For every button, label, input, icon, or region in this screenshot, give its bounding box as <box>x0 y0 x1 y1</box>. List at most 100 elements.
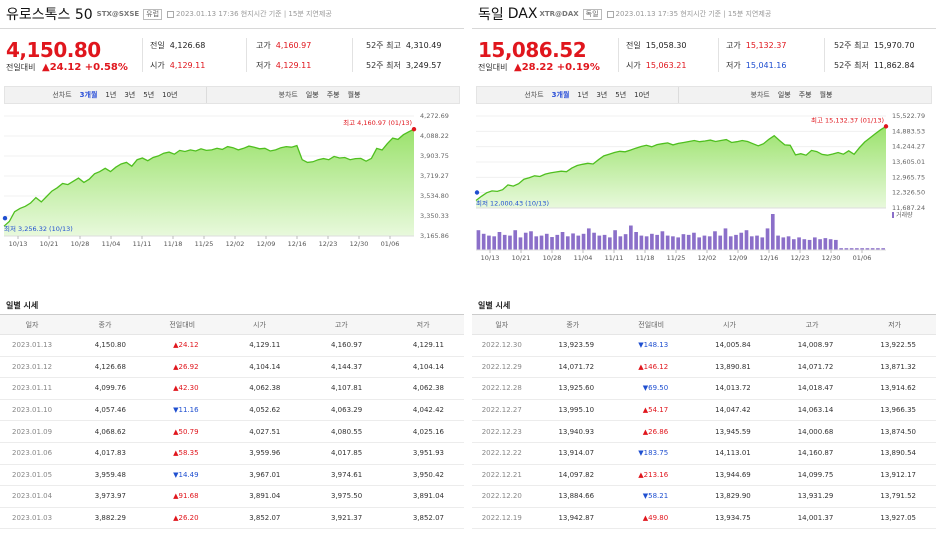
table-cell: 14,005.84 <box>688 334 771 357</box>
weekly-candle-button[interactable]: 주봉 <box>798 91 812 99</box>
column-header: 종가 <box>64 314 146 335</box>
volume-bar <box>818 239 822 250</box>
table-cell: 13,890.54 <box>853 442 936 465</box>
table-row: 2022.12.27 13,995.10 ▲54.17 14,047.42 14,063… <box>472 399 936 422</box>
range-1y-button[interactable]: 1년 <box>577 91 589 99</box>
table-body: 2022.12.30 13,923.59 ▼148.13 14,005.84 14,00… <box>472 334 936 536</box>
stat-label: 52주 최고 <box>834 41 869 50</box>
range-5y-button[interactable]: 5년 <box>615 91 627 99</box>
index-header: 유로스톡스 50 STX@SXSE 유럽 2023.01.13 17:36 현지… <box>6 4 332 24</box>
stat-label: 52주 최저 <box>366 61 401 70</box>
table-header-row: 일자 종가 전일대비 시가 고가 저가 <box>472 314 936 335</box>
y-tick-label: 14,244.27 <box>892 143 925 151</box>
volume-bar <box>713 231 717 250</box>
stat-divider <box>246 38 247 72</box>
table-row: 2022.12.30 13,923.59 ▼148.13 14,005.84 14,00… <box>472 334 936 357</box>
table-cell: 3,852.07 <box>382 507 464 530</box>
table-cell: 14,001.37 <box>770 507 854 530</box>
volume-bar <box>749 236 754 250</box>
min-label: 최저 3,256.32 (10/13) <box>4 224 73 233</box>
table-cell: 13,914.07 <box>531 442 615 465</box>
timestamp-meta: 2023.01.13 17:36 현지시간 기준 | 15분 지연제공 <box>176 10 332 18</box>
table-row: 2022.12.21 14,097.82 ▲213.16 13,944.69 14,09… <box>472 464 936 487</box>
x-tick-label: 01/06 <box>381 240 400 248</box>
range-10y-button[interactable]: 10년 <box>634 91 650 99</box>
volume-bar <box>487 235 491 250</box>
volume-bar <box>702 235 707 250</box>
max-label: 최고 4,160.97 (01/13) <box>343 118 412 127</box>
range-5y-button[interactable]: 5년 <box>143 91 155 99</box>
table-cell: 2022.12.22 <box>472 442 532 465</box>
table-cell: 2022.12.16 <box>472 528 532 536</box>
table-cell: ▲54.17 <box>614 399 689 422</box>
range-3m-button[interactable]: 3개월 <box>551 91 570 99</box>
table-cell: 14,011.26 <box>770 528 854 536</box>
stat-label: 시가 <box>150 61 165 70</box>
range-10y-button[interactable]: 10년 <box>162 91 178 99</box>
price-line <box>475 125 887 202</box>
stat-divider <box>718 38 719 72</box>
stat-divider <box>618 38 619 72</box>
range-3m-button[interactable]: 3개월 <box>79 91 98 99</box>
column-header: 시가 <box>688 314 771 335</box>
stat-value: 11,862.84 <box>873 61 915 70</box>
table-row: 2022.12.20 13,884.66 ▼58.21 13,829.90 13,931… <box>472 485 936 508</box>
volume-bar <box>650 233 654 250</box>
min-marker <box>2 216 8 221</box>
daily-candle-button[interactable]: 일봉 <box>777 91 791 99</box>
stat-divider <box>352 38 353 72</box>
range-3y-button[interactable]: 3년 <box>596 91 608 99</box>
candle-chart-controls: 봉차트 일봉 주봉 월봉 <box>679 87 932 103</box>
change-value: ▲24.12 +0.58% <box>42 62 128 73</box>
table-cell: 4,017.83 <box>64 442 146 465</box>
volume-bar <box>602 234 607 250</box>
stat-open: 시가 4,129.11 <box>150 60 205 71</box>
volume-bar <box>534 236 539 250</box>
volume-bar <box>571 233 575 250</box>
range-3y-button[interactable]: 3년 <box>124 91 136 99</box>
range-1y-button[interactable]: 1년 <box>105 91 117 99</box>
stat-value: 15,041.16 <box>745 61 787 70</box>
x-tick-label: 11/18 <box>164 240 183 248</box>
x-tick-label: 10/13 <box>9 240 28 248</box>
table-row: 2023.01.13 4,150.80 ▲24.12 4,129.11 4,160.97… <box>0 334 464 357</box>
stat-label: 전일 <box>626 41 641 50</box>
table-cell: 3,950.42 <box>382 464 464 487</box>
y-tick-label: 15,522.79 <box>892 112 925 120</box>
table-cell: ▲58.35 <box>145 442 219 465</box>
daily-quotes-table: 일자 종가 전일대비 시가 고가 저가 2023.01.13 4,150.80 ▲24.12 4… <box>0 314 464 536</box>
y-tick-label: 12,965.75 <box>892 173 925 181</box>
x-tick-label: 11/11 <box>133 240 152 248</box>
table-cell: 3,802.51 <box>218 528 301 536</box>
column-header: 일자 <box>0 314 65 335</box>
table-cell: ▲26.92 <box>145 356 219 379</box>
table-cell: 3,891.04 <box>218 485 301 508</box>
table-cell: 3,852.07 <box>218 507 301 530</box>
volume-bar <box>639 235 644 250</box>
table-row: 2023.01.05 3,959.48 ▼14.49 3,967.01 3,974.61… <box>0 464 464 487</box>
x-tick-label: 11/25 <box>667 254 686 262</box>
index-header: 독일 DAX XTR@DAX 독일 2023.01.13 17:35 현지시간 … <box>478 4 771 24</box>
daily-candle-button[interactable]: 일봉 <box>305 91 319 99</box>
stat-value: 4,160.97 <box>275 41 312 50</box>
volume-bar <box>613 230 617 250</box>
table-cell: 3,951.93 <box>382 442 464 465</box>
monthly-candle-button[interactable]: 월봉 <box>819 91 833 99</box>
table-cell: ▲213.16 <box>614 464 689 487</box>
volume-bar <box>744 230 749 250</box>
monthly-candle-button[interactable]: 월봉 <box>347 91 361 99</box>
table-cell: 13,966.35 <box>853 399 936 422</box>
stat-high: 고가 4,160.97 <box>256 40 311 51</box>
weekly-candle-button[interactable]: 주봉 <box>326 91 340 99</box>
price-chart[interactable]: 4,272.69 4,088.22 3,903.75 3,719.27 3,534.80… <box>0 108 464 268</box>
stat-open: 시가 15,063.21 <box>626 60 686 71</box>
volume-bar <box>697 237 702 250</box>
volume-bar <box>734 234 738 250</box>
price-chart[interactable]: 15,522.79 14,883.53 14,244.27 13,605.01 12,9… <box>472 108 936 268</box>
column-header: 종가 <box>531 314 615 335</box>
volume-bar <box>518 237 523 250</box>
table-cell: 4,062.38 <box>218 377 301 400</box>
volume-bar <box>728 236 733 250</box>
max-marker <box>883 124 889 129</box>
stat-label: 저가 <box>726 61 741 70</box>
